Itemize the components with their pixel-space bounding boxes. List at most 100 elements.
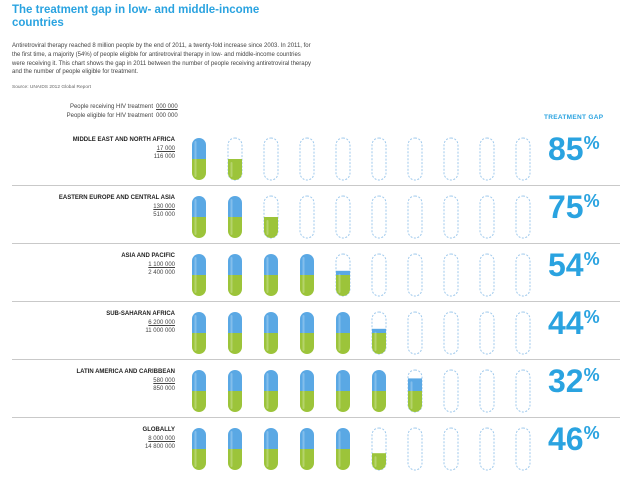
pill-outline: [515, 137, 531, 181]
pill-blue-half: [372, 370, 386, 391]
pill-icon: [407, 369, 423, 413]
pill-blue-half: [408, 378, 422, 391]
pill-green-half: [228, 449, 242, 470]
legend-eligible-value: 000 000: [156, 112, 178, 119]
empty-pill-icon: [443, 311, 459, 355]
pill-highlight: [230, 431, 233, 467]
pill-green-half: [336, 449, 350, 470]
pill-blue-half: [228, 428, 242, 449]
pill-row: [192, 427, 531, 471]
region-name: EASTERN EUROPE AND CENTRAL ASIA: [58, 195, 175, 201]
receiving-value: 1 100 000: [148, 262, 175, 268]
gap-number: 75: [548, 189, 584, 225]
empty-pill-icon: [407, 427, 423, 471]
pill-icon: [336, 370, 350, 412]
pill-green-half: [192, 159, 206, 180]
legend-receiving-value: 000 000: [156, 104, 178, 110]
pill-outline: [443, 137, 459, 181]
gap-number: 44: [548, 305, 584, 341]
row-divider: [12, 301, 620, 302]
region-row: ASIA AND PACIFIC 1 100 000 2 400 000 54%: [0, 244, 632, 302]
pill-outline: [443, 195, 459, 239]
empty-pill-icon: [407, 311, 423, 355]
pill-highlight: [374, 331, 377, 351]
pill-outline: [443, 427, 459, 471]
empty-pill-icon: [443, 253, 459, 297]
pill-outline: [515, 195, 531, 239]
region-name: ASIA AND PACIFIC: [121, 253, 175, 259]
pill-highlight: [338, 315, 341, 351]
pill-blue-half: [264, 370, 278, 391]
pill-outline: [263, 137, 279, 181]
region-name: MIDDLE EAST AND NORTH AFRICA: [72, 137, 175, 143]
pill-green-half: [372, 333, 386, 354]
pill-outline: [371, 195, 387, 239]
pill-green-half: [228, 159, 242, 180]
pill-green-half: [192, 217, 206, 238]
empty-pill-icon: [479, 311, 495, 355]
pill-green-half: [264, 275, 278, 296]
pill-green-half: [192, 333, 206, 354]
region-name: LATIN AMERICA AND CARIBBEAN: [76, 369, 175, 375]
treatment-gap-value: 54%: [548, 247, 600, 283]
pill-outline: [371, 253, 387, 297]
pill-blue-half: [300, 312, 314, 333]
pill-blue-half: [192, 196, 206, 217]
pill-icon: [192, 312, 206, 354]
empty-pill-icon: [371, 137, 387, 181]
empty-pill-icon: [299, 195, 315, 239]
pill-icon: [228, 254, 242, 296]
pill-row: [192, 253, 531, 297]
page-title: The treatment gap in low- and middle-inc…: [12, 4, 260, 29]
intro-text: Antiretroviral therapy reached 8 million…: [12, 43, 311, 76]
pill-green-half: [192, 275, 206, 296]
pill-icon: [300, 312, 314, 354]
pill-green-half: [264, 449, 278, 470]
pill-highlight: [230, 257, 233, 293]
pill-highlight: [194, 315, 197, 351]
pill-green-half: [228, 391, 242, 412]
region-name: SUB-SAHARAN AFRICA: [106, 311, 175, 317]
pill-green-half: [300, 333, 314, 354]
pill-green-half: [336, 275, 350, 296]
pill-green-half: [408, 391, 422, 412]
pill-outline: [479, 311, 495, 355]
pill-icon: [372, 370, 386, 412]
eligible-value: 2 400 000: [148, 270, 175, 276]
pill-blue-half: [264, 312, 278, 333]
empty-pill-icon: [443, 427, 459, 471]
empty-pill-icon: [479, 137, 495, 181]
pill-green-half: [228, 333, 242, 354]
pill-outline: [515, 253, 531, 297]
pill-green-half: [228, 275, 242, 296]
pill-icon: [228, 312, 242, 354]
empty-pill-icon: [479, 427, 495, 471]
pill-highlight: [230, 315, 233, 351]
pill-green-half: [192, 391, 206, 412]
legend-eligible: People eligible for HIV treatment 000 000: [40, 112, 190, 121]
gap-number: 32: [548, 363, 584, 399]
pill-blue-half: [228, 254, 242, 275]
empty-pill-icon: [515, 369, 531, 413]
empty-pill-icon: [263, 137, 279, 181]
pill-highlight: [302, 257, 305, 293]
empty-pill-icon: [515, 137, 531, 181]
pill-outline: [479, 137, 495, 181]
pill-green-half: [228, 217, 242, 238]
pill-icon: [264, 370, 278, 412]
empty-pill-icon: [371, 195, 387, 239]
pill-highlight: [230, 162, 233, 177]
empty-pill-icon: [443, 369, 459, 413]
row-divider: [12, 185, 620, 186]
pill-icon: [264, 254, 278, 296]
pill-outline: [443, 311, 459, 355]
pill-highlight: [194, 141, 197, 177]
pill-blue-half: [300, 428, 314, 449]
pill-highlight: [266, 315, 269, 351]
empty-pill-icon: [479, 195, 495, 239]
row-divider: [12, 417, 620, 418]
pill-outline: [407, 311, 423, 355]
pill-highlight: [230, 199, 233, 235]
pill-outline: [479, 195, 495, 239]
pill-green-half: [300, 391, 314, 412]
